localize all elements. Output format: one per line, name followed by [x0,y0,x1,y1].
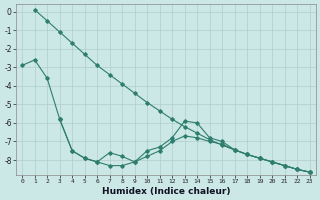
X-axis label: Humidex (Indice chaleur): Humidex (Indice chaleur) [102,187,230,196]
